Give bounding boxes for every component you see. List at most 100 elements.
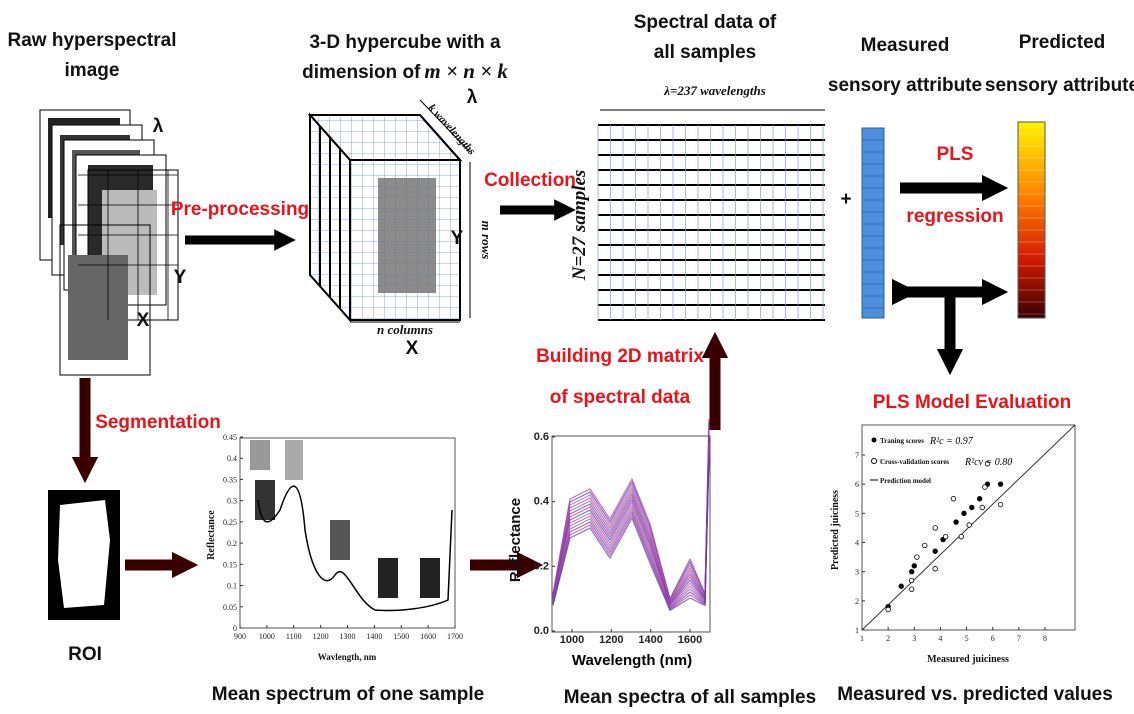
- y-tick-label: 0.3: [227, 497, 237, 506]
- y-tick-label: 0: [233, 624, 237, 633]
- y-tick-label: 0.35: [223, 475, 237, 484]
- plot-caption: Mean spectra of all samples: [564, 687, 816, 708]
- spectrum-curve: [552, 445, 710, 608]
- scatter-point: [976, 496, 983, 502]
- y-tick-label: 1: [855, 626, 859, 635]
- y-tick-label: 0.05: [223, 603, 237, 612]
- spectrum-curve: [552, 427, 710, 602]
- hypercube-title: dimension of m × n × k: [302, 59, 508, 83]
- y-tick-label: 7: [855, 451, 859, 460]
- scatter-point: [898, 583, 904, 589]
- y-axis-title: Reflectance: [507, 498, 524, 582]
- spectrum-curve: [552, 436, 710, 605]
- x-tick-label: 8: [1043, 634, 1047, 643]
- spectrum-curve: [552, 457, 710, 611]
- scatter-point: [932, 548, 938, 554]
- plus-sign: +: [840, 189, 851, 210]
- scatter-point: [908, 568, 915, 575]
- y-tick-label: 0.0: [534, 625, 549, 637]
- legend-stat: R²cv = 0.80: [964, 457, 1012, 468]
- x-tick-label: 1700: [447, 632, 463, 641]
- measured-title: sensory attribute: [828, 75, 982, 96]
- y-axis-title: Predicted juiciness: [830, 490, 841, 570]
- legend-entry: Cross-validation scores: [880, 458, 949, 466]
- x-tick-label: 900: [234, 632, 246, 641]
- pls-label: regression: [906, 206, 1003, 227]
- measured-title: Measured: [861, 35, 950, 56]
- x-axis-title: Wavlength, nm: [318, 652, 377, 662]
- matrix: [597, 124, 825, 321]
- x-tick-label: 1100: [286, 632, 302, 641]
- dimension-line: [419, 99, 471, 153]
- hypercube: [307, 112, 463, 323]
- legend-stat: R²c = 0.97: [929, 436, 974, 447]
- scatter-point: [966, 522, 972, 528]
- spectrum-curve: [552, 439, 710, 606]
- raw-title: image: [65, 60, 120, 81]
- x-axis-title: Wavelength (nm): [572, 652, 692, 669]
- hypercube-title: dimension of: [302, 62, 421, 83]
- x-tick-label: 4: [938, 634, 942, 643]
- scatter-point: [984, 461, 991, 467]
- plot-caption: Mean spectrum of one sample: [212, 684, 484, 705]
- y-tick-label: 4: [855, 539, 859, 548]
- scatter-point: [932, 525, 938, 531]
- y-tick-label: 0.45: [223, 433, 237, 442]
- x-tick-label: 6: [991, 634, 995, 643]
- spectrum-curve: [552, 421, 710, 601]
- scatter-point: [979, 504, 985, 511]
- x-tick-label: 1400: [638, 634, 662, 646]
- scatter-point: [885, 606, 891, 613]
- y-axis-title: Reflectance: [206, 510, 217, 560]
- axis-y-label: Y: [451, 228, 464, 249]
- x-tick-label: 1500: [393, 632, 409, 641]
- scatter-point: [908, 577, 915, 584]
- x-tick-label: 5: [965, 634, 969, 643]
- axis-y-label: Y: [174, 267, 187, 288]
- evaluation-label: PLS Model Evaluation: [873, 392, 1071, 413]
- y-tick-label: 0.15: [223, 560, 237, 569]
- x-tick-label: 7: [1017, 634, 1021, 643]
- predicted-title: sensory attribute: [985, 75, 1134, 96]
- raw-title: Raw hyperspectral: [8, 30, 177, 51]
- m-label: m rows: [479, 221, 494, 260]
- spectrum-curve: [552, 448, 710, 609]
- y-tick-label: 3: [855, 568, 859, 577]
- sample-count: N=27 samples: [569, 170, 590, 282]
- matrix-title: Spectral data of: [634, 12, 777, 33]
- y-tick-label: 0.4: [534, 496, 550, 508]
- roi-image: [48, 490, 120, 620]
- plot-caption: Measured vs. predicted values: [837, 684, 1113, 705]
- spectrum-curve: [552, 451, 710, 610]
- x-tick-label: 1: [860, 634, 864, 643]
- legend: Traning scores R²c = 0.97 Cross-validati…: [870, 436, 1012, 485]
- predicted-title: Predicted: [1019, 32, 1106, 53]
- predicted-bar: [1017, 121, 1046, 319]
- lambda-label: λ: [153, 116, 164, 137]
- spectrum-curve: [552, 454, 710, 611]
- building-label: Building 2D matrix: [536, 346, 704, 367]
- axis-x-label: X: [406, 338, 419, 359]
- building-label: of spectral data: [550, 387, 691, 408]
- wavelength-count: λ=237 wavelengths: [663, 83, 766, 98]
- scatter-point: [942, 533, 949, 540]
- matrix-title: all samples: [654, 42, 756, 63]
- pls-label: PLS: [937, 144, 974, 165]
- legend-entry: Prediction model: [880, 477, 931, 485]
- axis-x-label: X: [137, 310, 150, 331]
- mean-spectrum-plot: 900 1000 1100 1200 1300 1400 1500 1600 1700 0 0.05…: [223, 433, 463, 641]
- x-tick-label: 1600: [420, 632, 436, 641]
- y-tick-label: 5: [855, 509, 859, 518]
- x-tick-label: 1000: [259, 632, 275, 641]
- x-tick-label: 1000: [560, 634, 584, 646]
- spectrum-curve: [552, 418, 710, 600]
- scatter-point: [997, 501, 1004, 508]
- x-tick-label: 1400: [366, 632, 382, 641]
- roi-label: ROI: [68, 644, 102, 665]
- y-tick-label: 0.4: [227, 454, 237, 463]
- x-tick-label: 1600: [678, 634, 702, 646]
- n-label: n columns: [377, 322, 433, 337]
- x-tick-label: 1200: [313, 632, 329, 641]
- lambda-label: λ: [467, 87, 478, 108]
